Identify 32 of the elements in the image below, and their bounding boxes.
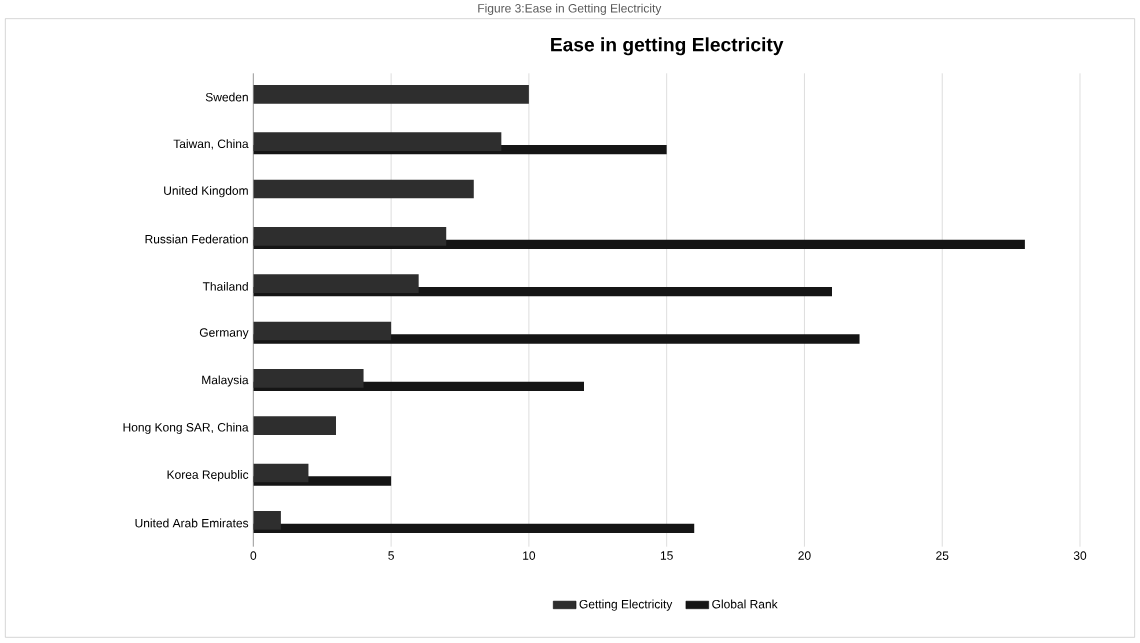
bar [253,179,474,199]
legend-label: Global Rank [712,599,778,609]
y-tick-label: Hong Kong SAR, China [123,422,249,435]
caption: Figure 3:Ease in Getting Electricity [478,3,662,16]
x-tick-label: 15 [660,551,673,560]
bar [253,227,447,246]
bar [253,369,364,388]
y-tick-label: United Kingdom [164,186,248,198]
x-tick-label: 25 [936,551,949,561]
legend-label: Getting Electricity [579,599,673,611]
y-tick-label: Taiwan, China [173,139,249,150]
y-tick-label: Malaysia [202,375,249,387]
y-tick-label: United Arab Emirates [135,518,249,528]
bar [253,85,529,104]
bar [253,274,419,294]
x-tick-label: 20 [798,551,811,561]
bar [253,321,392,341]
y-tick-label: Sweden [205,92,248,102]
y-tick-label: Germany [199,328,249,340]
y-tick-label: Korea Republic [167,470,249,482]
bar [253,511,281,530]
x-tick-label: 5 [388,551,394,560]
bar [253,523,695,534]
bar [253,132,502,152]
y-tick-label: Thailand [202,282,248,291]
x-tick-label: 0 [250,551,257,561]
y-tick-label: Russian Federation [145,234,248,244]
chart-title: Ease in getting Electricity [551,37,784,56]
bar [253,416,336,436]
x-tick-label: 30 [1073,551,1087,561]
bar [253,463,309,483]
x-tick-label: 10 [523,551,536,561]
